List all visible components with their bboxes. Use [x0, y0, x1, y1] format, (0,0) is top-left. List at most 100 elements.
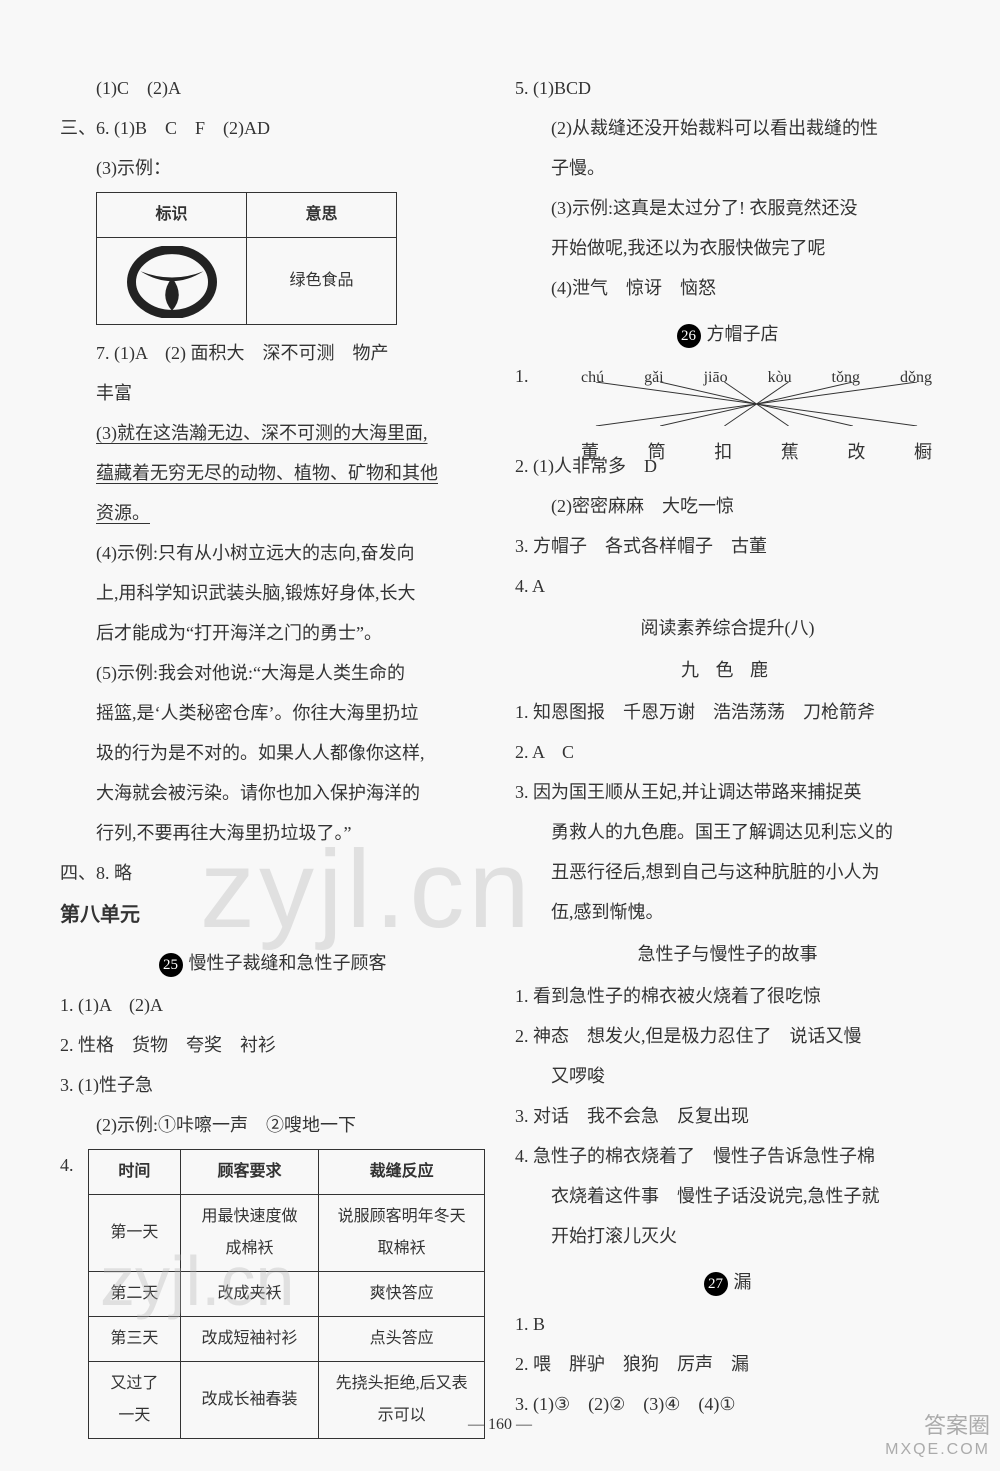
table-cell: 点头答应 [319, 1317, 485, 1362]
answer-text: 伍,感到惭愧。 [515, 894, 940, 930]
answer-text: (3)就在这浩瀚无边、深不可测的大海里面, [60, 415, 485, 451]
answer-text: 2. 神态 想发火,但是极力忍住了 说话又慢 [515, 1018, 940, 1054]
char-item: 橱 [914, 434, 932, 470]
matching-lines-icon [573, 382, 940, 426]
answer-text: 开始打滚儿灭火 [515, 1218, 940, 1254]
answer-text: 5. (1)BCD [515, 70, 940, 106]
lesson-number-icon: 27 [704, 1272, 728, 1296]
table-cell: 先挠头拒绝,后又表示可以 [319, 1362, 485, 1439]
lesson-title-text: 慢性子裁缝和急性子顾客 [189, 953, 387, 973]
two-column-layout: (1)C (2)A 三、6. (1)B C F (2)AD (3)示例： 标识 … [60, 70, 940, 1449]
corner-brand-url: MXQE.COM [885, 1440, 990, 1461]
answer-text: 3. 因为国王顺从王妃,并让调达带路来捕捉英 [515, 774, 940, 810]
answer-text: 3. 对话 我不会急 反复出现 [515, 1098, 940, 1134]
table-cell: 爽快答应 [319, 1272, 485, 1317]
answer-text: (5)示例:我会对他说:“大海是人类生命的 [60, 655, 485, 691]
table-cell: 改成夹袄 [180, 1272, 318, 1317]
corner-brand: 答案圈 MXQE.COM [885, 1412, 990, 1461]
char-item: 蕉 [781, 434, 799, 470]
answer-text: 6. (1)B C F (2)AD [96, 118, 270, 138]
corner-brand-name: 答案圈 [885, 1412, 990, 1441]
answer-text: (1)C (2)A [60, 70, 485, 106]
schedule-table: 时间 顾客要求 裁缝反应 第一天 用最快速度做成棉袄 说服顾客明年冬天取棉袄 第… [88, 1149, 485, 1439]
answer-text: 丰富 [60, 375, 485, 411]
answer-text: (4)泄气 惊讶 恼怒 [515, 270, 940, 306]
answer-text: 后才能成为“打开海洋之门的勇士”。 [60, 615, 485, 651]
char-item: 筒 [648, 434, 666, 470]
answer-text: 三、6. (1)B C F (2)AD [60, 110, 485, 146]
answer-text: 子慢。 [515, 150, 940, 186]
answer-text: 衣烧着这件事 慢性子话没说完,急性子就 [515, 1178, 940, 1214]
answer-text: 8. 略 [96, 863, 132, 883]
table-cell: 第二天 [89, 1272, 181, 1317]
lesson-title: 25 慢性子裁缝和急性子顾客 [60, 945, 485, 981]
table-cell: 改成长袖春装 [180, 1362, 318, 1439]
answer-text: 4. A [515, 568, 940, 604]
table-cell: 第三天 [89, 1317, 181, 1362]
answer-text: 2. A C [515, 734, 940, 770]
left-column: (1)C (2)A 三、6. (1)B C F (2)AD (3)示例： 标识 … [60, 70, 485, 1449]
story-title: 急性子与慢性子的故事 [515, 936, 940, 972]
answer-text: (3)示例:这真是太过分了! 衣服竟然还没 [515, 190, 940, 226]
answer-text: 大海就会被污染。请你也加入保护海洋的 [60, 775, 485, 811]
identifier-table: 标识 意思 绿色食品 [96, 192, 397, 325]
lesson-title: 26 方帽子店 [515, 316, 940, 352]
answer-text: 行列,不要再往大海里扔垃圾了。” [60, 815, 485, 851]
matching-question: 1. chú gǎi jiāo kòu tǒng dǒng [515, 358, 940, 448]
answer-text: 摇篮,是‘人类秘密仓库’。你往大海里扔垃 [60, 695, 485, 731]
answer-text: 勇救人的九色鹿。国王了解调达见利忘义的 [515, 814, 940, 850]
table-cell: 第一天 [89, 1195, 181, 1272]
answer-text: 资源。 [60, 495, 485, 531]
lesson-number-icon: 25 [159, 953, 183, 977]
answer-text: (3)示例： [60, 150, 485, 186]
table-header: 顾客要求 [180, 1150, 318, 1195]
pinyin-matching-diagram: chú gǎi jiāo kòu tǒng dǒng [573, 362, 940, 442]
answer-text: 2. 喂 胖驴 狼狗 厉声 漏 [515, 1346, 940, 1382]
table-cell: 说服顾客明年冬天取棉袄 [319, 1195, 485, 1272]
table-cell: 又过了一天 [89, 1362, 181, 1439]
question-number: 4. [60, 1147, 74, 1183]
lesson-title-text: 漏 [734, 1272, 752, 1292]
answer-text: 2. 性格 货物 夸奖 衬衫 [60, 1027, 485, 1063]
section-prefix: 四、 [60, 863, 96, 883]
answer-text: 1. B [515, 1306, 940, 1342]
answer-text: 4. 急性子的棉衣烧着了 慢性子告诉急性子棉 [515, 1138, 940, 1174]
table-cell: 用最快速度做成棉袄 [180, 1195, 318, 1272]
story-title: 九 色 鹿 [515, 652, 940, 688]
table-cell: 改成短袖衬衫 [180, 1317, 318, 1362]
answer-text: (2)密密麻麻 大吃一惊 [515, 488, 940, 524]
answer-text: 开始做呢,我还以为衣服快做完了呢 [515, 230, 940, 266]
page-number: — 160 — [468, 1409, 532, 1441]
answer-text: (4)示例:只有从小树立远大的志向,奋发向 [60, 535, 485, 571]
answer-text: 1. 看到急性子的棉衣被火烧着了很吃惊 [515, 978, 940, 1014]
table-header: 裁缝反应 [319, 1150, 485, 1195]
answer-text: 1. (1)A (2)A [60, 987, 485, 1023]
answer-text: (2)示例:①咔嚓一声 ②嗖地一下 [60, 1107, 485, 1143]
answer-text: (2)从裁缝还没开始裁料可以看出裁缝的性 [515, 110, 940, 146]
answer-text: 四、8. 略 [60, 855, 485, 891]
answer-text: 蕴藏着无穷无尽的动物、植物、矿物和其他 [60, 455, 485, 491]
question-number: 1. [515, 358, 543, 448]
green-food-logo-icon [127, 246, 217, 316]
section-prefix: 三、 [60, 118, 96, 138]
answer-text: 3. (1)③ (2)② (3)④ (4)① [515, 1386, 940, 1422]
unit-heading: 第八单元 [60, 895, 485, 935]
right-column: 5. (1)BCD (2)从裁缝还没开始裁料可以看出裁缝的性 子慢。 (3)示例… [515, 70, 940, 1449]
char-item: 改 [847, 434, 865, 470]
answer-text: 1. 知恩图报 千恩万谢 浩浩荡荡 刀枪箭斧 [515, 694, 940, 730]
lesson-title: 27 漏 [515, 1264, 940, 1300]
char-item: 扣 [714, 434, 732, 470]
character-row: 董 筒 扣 蕉 改 橱 [573, 434, 940, 470]
table-header: 标识 [97, 193, 247, 238]
answer-text: 圾的行为是不对的。如果人人都像你这样, [60, 735, 485, 771]
table-header: 意思 [247, 193, 397, 238]
table-header: 时间 [89, 1150, 181, 1195]
logo-cell [97, 238, 247, 325]
answer-text: 又啰唆 [515, 1058, 940, 1094]
answer-text: 丑恶行径后,想到自己与这种肮脏的小人为 [515, 854, 940, 890]
answer-text: 7. (1)A (2) 面积大 深不可测 物产 [60, 335, 485, 371]
lesson-title-text: 方帽子店 [707, 324, 779, 344]
answer-text: 3. 方帽子 各式各样帽子 古董 [515, 528, 940, 564]
answer-text: 上,用科学知识武装头脑,锻炼好身体,长大 [60, 575, 485, 611]
lesson-number-icon: 26 [677, 324, 701, 348]
